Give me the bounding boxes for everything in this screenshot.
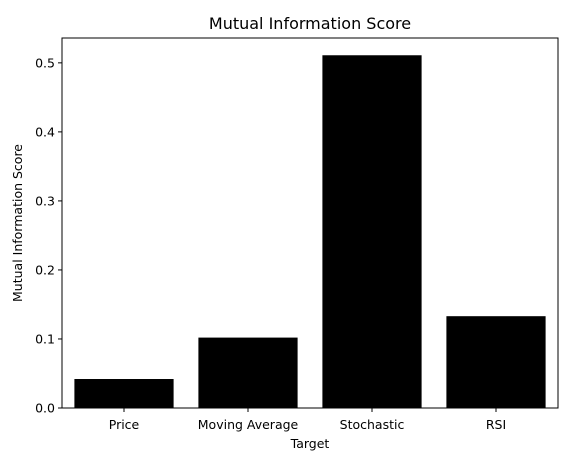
x-tick-label: Moving Average	[198, 417, 299, 432]
x-tick-label: Stochastic	[340, 417, 405, 432]
y-axis-ticks: 0.0 0.1 0.2 0.3 0.4 0.5	[35, 55, 62, 416]
y-tick-label: 0.4	[35, 124, 55, 139]
bar-stochastic	[322, 55, 422, 409]
y-tick-label: 0.2	[35, 262, 55, 277]
plot-frame	[61, 37, 559, 409]
chart-title: Mutual Information Score	[209, 14, 411, 33]
y-tick-label: 0.1	[35, 331, 55, 346]
bar-moving-average	[198, 337, 298, 408]
bar-rsi	[446, 316, 546, 408]
y-tick-label: 0.5	[35, 55, 55, 70]
y-tick-label: 0.0	[35, 401, 55, 416]
y-tick-label: 0.3	[35, 193, 55, 208]
bar-price	[74, 379, 174, 408]
bars-group	[74, 55, 546, 409]
x-tick-label: Price	[109, 417, 140, 432]
x-axis-label: Target	[290, 436, 330, 451]
x-axis-ticks: Price Moving Average Stochastic RSI	[109, 408, 506, 432]
x-tick-label: RSI	[486, 417, 506, 432]
y-axis-label: Mutual Information Score	[10, 144, 25, 302]
